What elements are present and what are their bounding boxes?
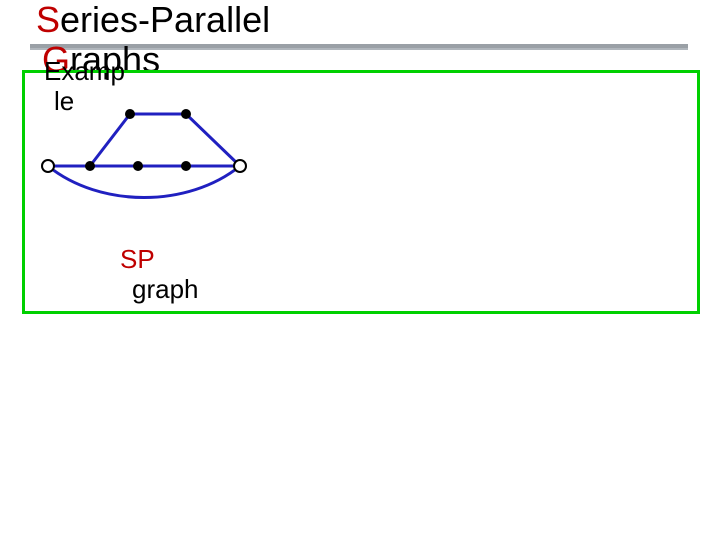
graph-arc — [48, 166, 240, 198]
sp-label-black: graph — [132, 274, 199, 304]
graph-node — [125, 109, 135, 119]
sp-label-red: SP — [120, 244, 155, 274]
graph-terminal-node — [234, 160, 246, 172]
title-line1-red: S — [36, 0, 60, 40]
page-title-line1: Series-Parallel — [36, 2, 270, 38]
graph-node — [181, 109, 191, 119]
sp-graph-diagram — [30, 80, 290, 220]
graph-node — [85, 161, 95, 171]
graph-node — [181, 161, 191, 171]
graph-node — [133, 161, 143, 171]
graph-edge — [186, 114, 240, 166]
graph-edge — [90, 114, 130, 166]
sp-graph-label: SP graph — [120, 244, 199, 304]
graph-terminal-node — [42, 160, 54, 172]
title-line1-black: eries-Parallel — [60, 0, 270, 40]
